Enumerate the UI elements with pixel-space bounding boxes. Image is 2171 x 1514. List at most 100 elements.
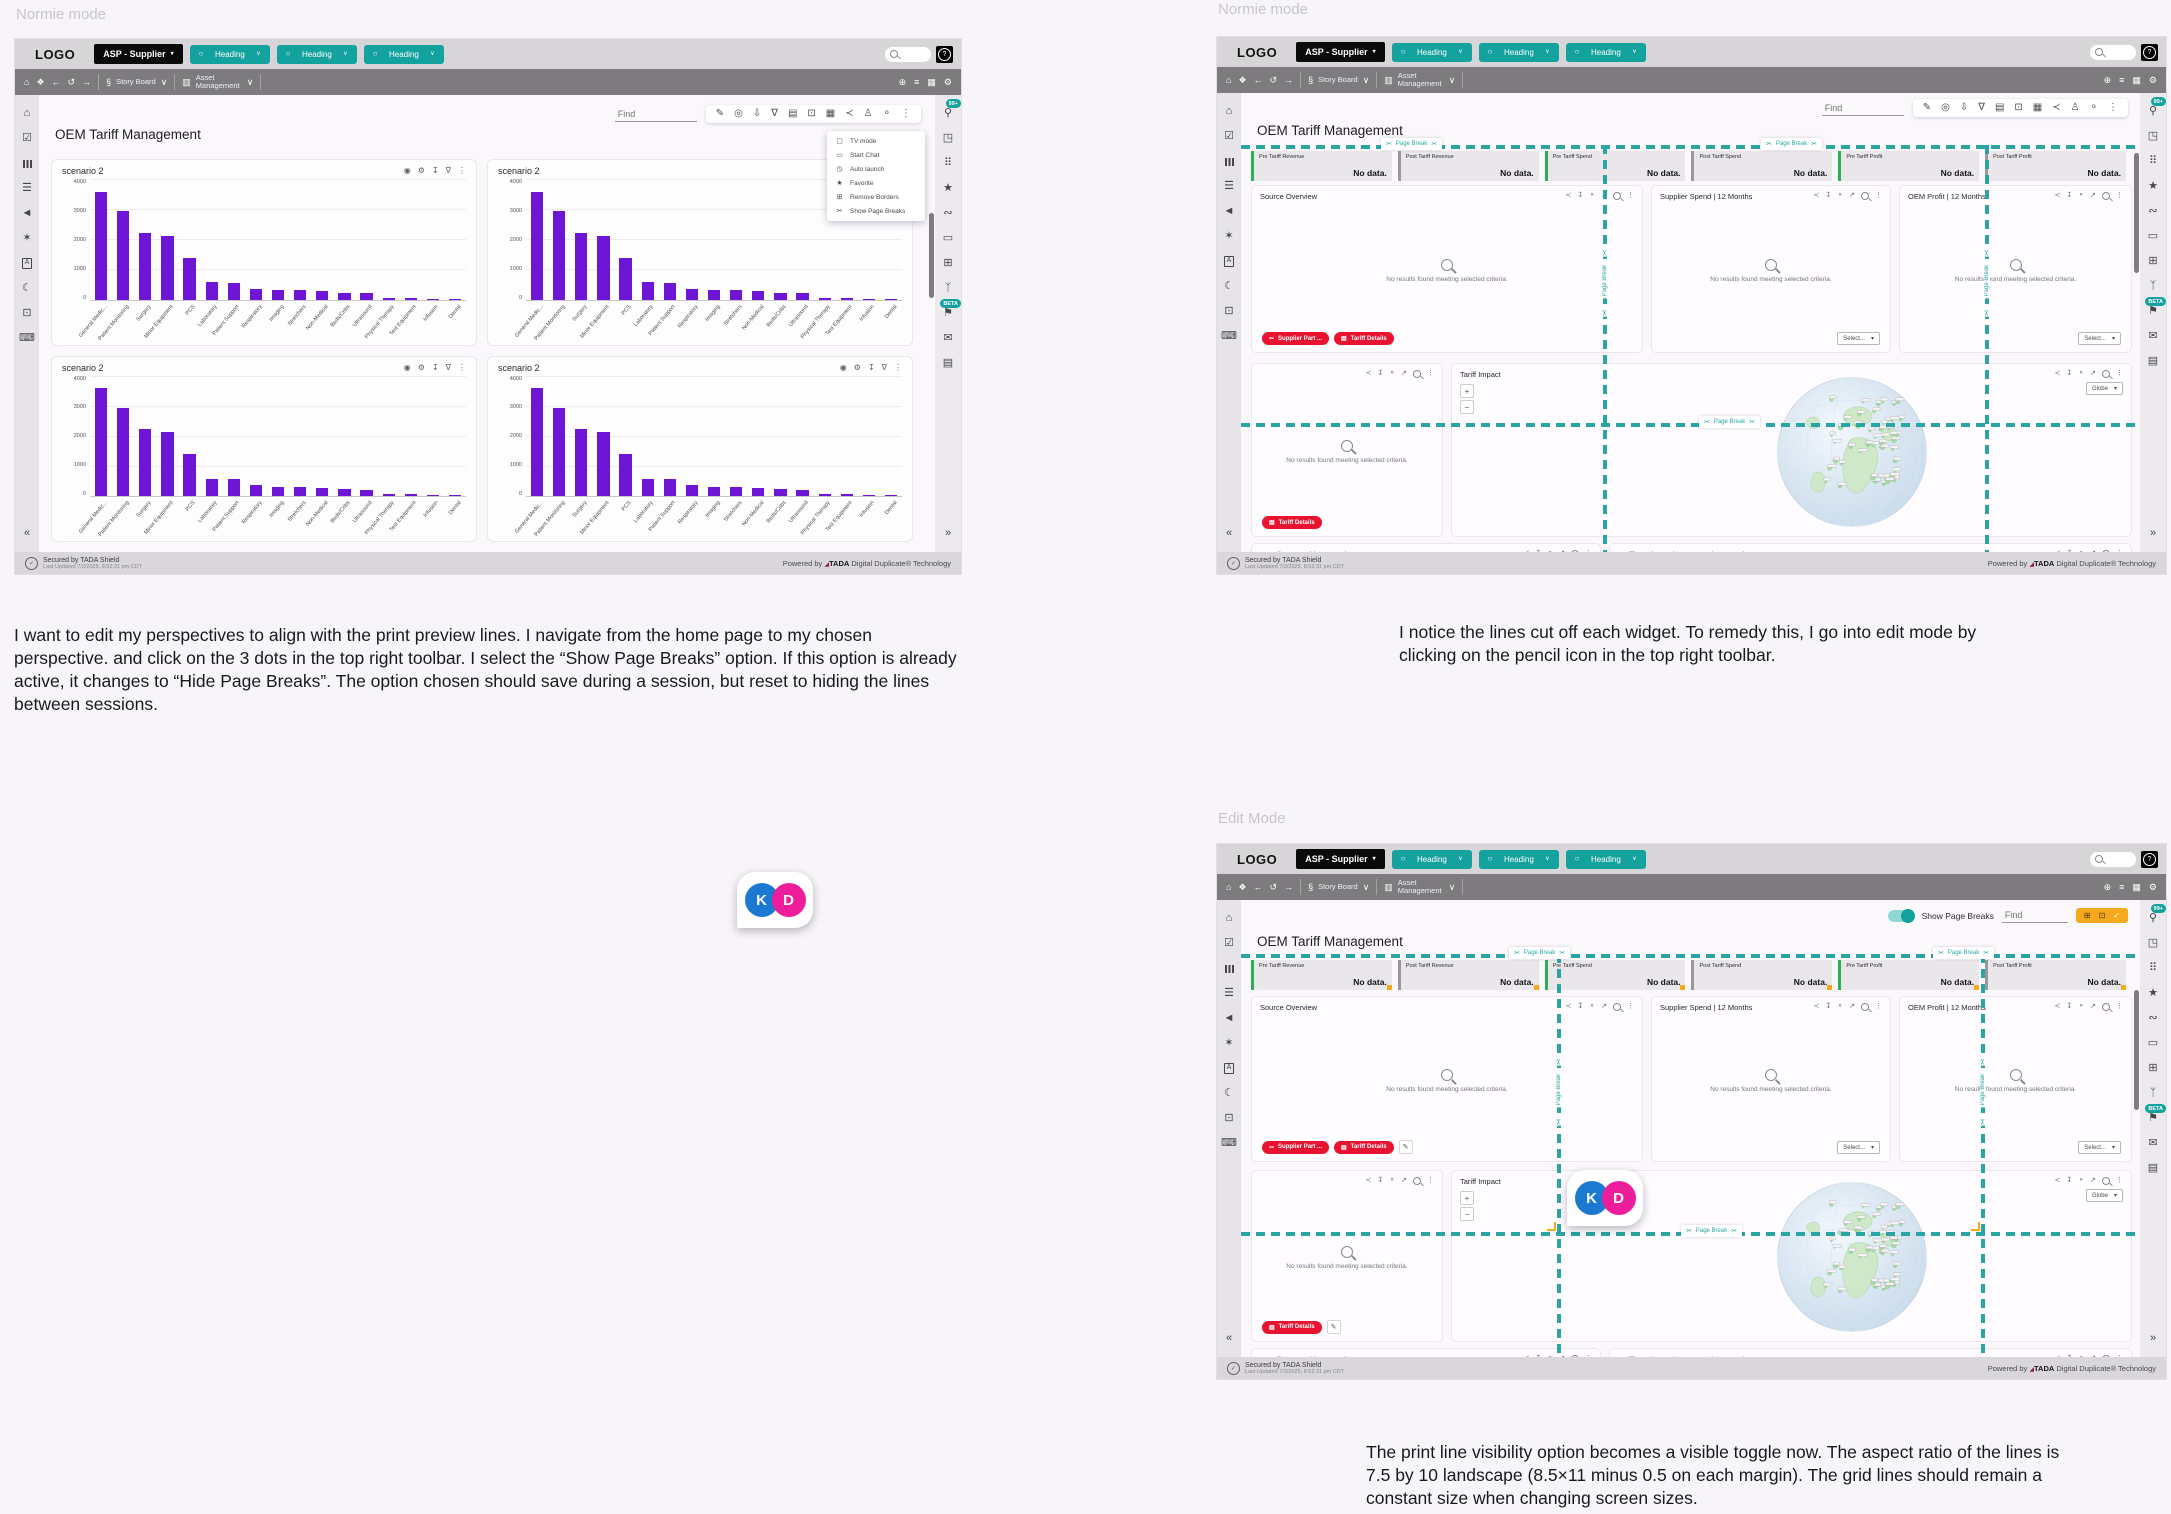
storyboard-dropdown[interactable]: § Story Board ∨ xyxy=(106,77,167,87)
search-button[interactable] xyxy=(885,46,931,62)
search-icon[interactable] xyxy=(1613,192,1621,200)
kebab-icon[interactable]: ⋮ xyxy=(2116,1177,2123,1184)
zoom-out-button[interactable]: − xyxy=(1460,400,1474,414)
supplier-part-pill[interactable]: ∾ Supplier Part ... xyxy=(1262,332,1330,345)
search-icon[interactable] xyxy=(2102,192,2110,200)
tariff-details-pill[interactable]: ▤ Tariff Details xyxy=(1262,1320,1322,1334)
lightbulb-icon[interactable]: ⚬ xyxy=(2078,192,2085,199)
sidebar-item[interactable]: ⌂ xyxy=(1217,906,1241,931)
filter-icon[interactable]: ∇ xyxy=(771,108,778,119)
show-page-breaks-toggle[interactable] xyxy=(1887,908,1915,923)
search-button[interactable] xyxy=(2090,851,2136,867)
find-input[interactable] xyxy=(614,106,697,122)
back-icon[interactable]: ← xyxy=(51,76,61,87)
sidebar-item[interactable]: ◄ xyxy=(1217,199,1241,224)
sidebar-item[interactable] xyxy=(1217,956,1241,981)
download-icon[interactable]: ↧ xyxy=(1577,192,1584,199)
kebab-icon[interactable]: ⋮ xyxy=(2116,192,2123,199)
back-icon[interactable]: ← xyxy=(1253,881,1263,892)
download-icon[interactable]: ↧ xyxy=(2066,1355,2072,1357)
expand-sidebar[interactable]: » xyxy=(2140,1326,2166,1351)
sidebar-item[interactable]: ∾ xyxy=(2140,1006,2166,1031)
supplier-dropdown[interactable]: ASP - Supplier ▾ xyxy=(94,44,183,64)
sidebar-item[interactable]: ⌨ xyxy=(15,326,39,351)
sidebar-item[interactable]: ▭ xyxy=(2140,1031,2166,1056)
collapse-sidebar[interactable]: « xyxy=(1217,1326,1241,1351)
zoom-in-button[interactable]: + xyxy=(1460,1191,1474,1205)
sidebar-item[interactable]: ✶ xyxy=(1217,224,1241,249)
sidebar-item[interactable]: ▭ xyxy=(2140,224,2166,249)
help-button[interactable]: ? xyxy=(2141,850,2158,868)
lightbulb-icon[interactable]: ⚬ xyxy=(2078,1355,2084,1357)
kebab-icon[interactable]: ⋮ xyxy=(2116,1003,2123,1010)
lightbulb-icon[interactable]: ⚬ xyxy=(1389,1177,1396,1184)
home-icon[interactable]: ⌂ xyxy=(1226,74,1232,85)
expand-icon[interactable]: ↗ xyxy=(2090,1003,2096,1010)
kebab-icon[interactable]: ⋮ xyxy=(2116,1355,2123,1357)
sidebar-item[interactable]: ▤ xyxy=(2140,1156,2166,1181)
sidebar-item[interactable]: ⠿ xyxy=(2140,149,2166,174)
sidebar-item[interactable]: ⠿ xyxy=(2140,956,2166,981)
search-icon[interactable] xyxy=(2102,1003,2110,1011)
share-icon[interactable]: ≺ xyxy=(1565,192,1572,199)
present-icon[interactable]: ⊡ xyxy=(807,108,816,119)
expand-icon[interactable]: ↗ xyxy=(2090,370,2096,377)
sidebar-item[interactable]: ⚲ 99+ xyxy=(935,99,961,126)
sidebar-item[interactable]: ᛉ xyxy=(2140,274,2166,299)
expand-icon[interactable]: ↗ xyxy=(2090,1355,2096,1357)
sidebar-item[interactable]: ⊡ xyxy=(1217,299,1241,324)
tariff-details-pill[interactable]: ▤ Tariff Details xyxy=(1334,1140,1394,1154)
filter-icon[interactable]: ∇ xyxy=(1978,102,1985,113)
sidebar-item[interactable]: ᛉ xyxy=(2140,1081,2166,1106)
download-icon[interactable]: ↧ xyxy=(2066,192,2073,199)
layout-icon[interactable]: ▦ xyxy=(825,108,836,119)
history-icon[interactable]: ↺ xyxy=(1269,881,1278,892)
drilldown-icon[interactable]: ⇩ xyxy=(1959,102,1969,113)
select-dropdown[interactable]: Select... ▾ xyxy=(1837,1141,1880,1154)
sidebar-item[interactable]: ★ xyxy=(2140,981,2166,1006)
sort-icon[interactable]: ≡ xyxy=(2119,881,2125,892)
lightbulb-icon[interactable]: ⚬ xyxy=(1589,1003,1596,1010)
find-input[interactable] xyxy=(2001,908,2068,923)
edit-pencil-icon[interactable]: ✎ xyxy=(1922,102,1932,113)
sidebar-item[interactable]: ✶ xyxy=(15,226,39,251)
sidebar-item[interactable]: A xyxy=(1217,1056,1241,1081)
lightbulb-icon[interactable]: ⚬ xyxy=(1837,1003,1844,1010)
share-icon[interactable]: ≺ xyxy=(2054,1003,2061,1010)
lightbulb-icon[interactable]: ⚬ xyxy=(1837,192,1844,199)
download-icon[interactable]: ↧ xyxy=(1535,1355,1541,1357)
share-icon[interactable]: ≺ xyxy=(1365,1177,1372,1184)
sidebar-item[interactable]: ▤ xyxy=(2140,349,2166,374)
menu-item-show-page-breaks[interactable]: ✂ Show Page Breaks xyxy=(827,204,925,218)
share-icon[interactable]: ≺ xyxy=(845,108,854,119)
search-icon[interactable] xyxy=(1413,370,1421,378)
sidebar-item[interactable]: ⌂ xyxy=(15,101,39,126)
sidebar-item[interactable]: A xyxy=(1217,249,1241,274)
supplier-dropdown[interactable]: ASP - Supplier ▾ xyxy=(1296,849,1385,869)
lightbulb-icon[interactable]: ⚬ xyxy=(1589,192,1596,199)
share-icon[interactable]: ≺ xyxy=(1813,1003,1820,1010)
person-icon[interactable]: ♙ xyxy=(863,108,873,119)
sidebar-item[interactable]: ★ xyxy=(2140,174,2166,199)
expand-icon[interactable]: ↗ xyxy=(2090,550,2096,552)
lightbulb-icon[interactable]: ⚬ xyxy=(1547,1355,1553,1357)
monitor-icon[interactable]: ⊡ xyxy=(2098,910,2106,920)
sidebar-item[interactable]: ☰ xyxy=(1217,981,1241,1006)
globe-select-dropdown[interactable]: Globe ▾ xyxy=(2085,382,2123,395)
help-button[interactable]: ? xyxy=(936,45,953,63)
tariff-details-pill[interactable]: ▤ Tariff Details xyxy=(1334,332,1394,345)
kebab-icon[interactable]: ⋮ xyxy=(1585,1355,1592,1357)
supplier-part-pill[interactable]: ∾ Supplier Part ... xyxy=(1262,1140,1330,1154)
globe-select-dropdown[interactable]: Globe ▾ xyxy=(2085,1189,2123,1202)
download-icon[interactable]: ↧ xyxy=(1825,192,1832,199)
compass-icon[interactable]: ◎ xyxy=(734,108,743,119)
download-icon[interactable]: ↧ xyxy=(1577,1003,1584,1010)
kebab-icon[interactable]: ⋮ xyxy=(901,108,911,119)
sort-icon[interactable]: ≡ xyxy=(914,76,920,87)
sidebar-item[interactable] xyxy=(15,151,39,176)
sidebar-item[interactable]: ⚲ 99+ xyxy=(2140,97,2166,124)
collapse-sidebar[interactable]: « xyxy=(15,521,39,546)
check-icon[interactable]: ✓ xyxy=(2113,910,2120,920)
download-icon[interactable]: ↧ xyxy=(1535,550,1541,552)
sidebar-item[interactable]: ◳ xyxy=(2140,124,2166,149)
